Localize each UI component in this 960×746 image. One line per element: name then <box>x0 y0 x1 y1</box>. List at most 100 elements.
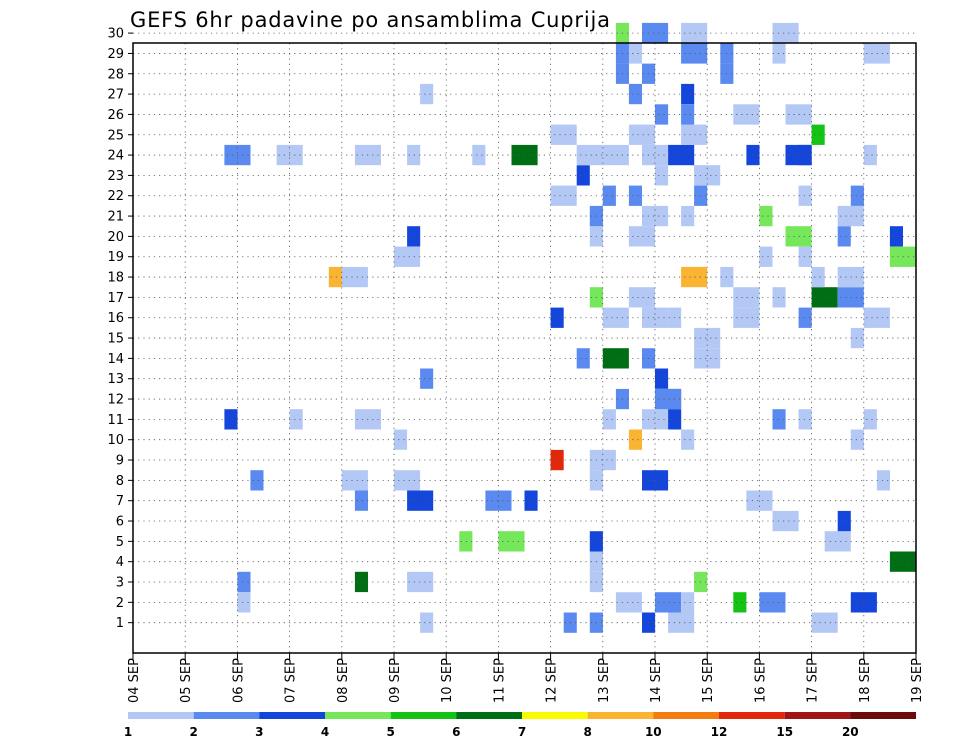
heat-cell <box>628 43 642 64</box>
y-tick-label: 25 <box>107 128 124 143</box>
heat-cell <box>668 612 695 633</box>
legend-swatch <box>522 712 588 719</box>
heat-cell <box>681 43 708 64</box>
heat-cell <box>628 226 655 247</box>
x-tick-label: 07 SEP <box>284 658 299 703</box>
x-tick-label: 09 SEP <box>388 658 403 703</box>
y-tick-label: 24 <box>107 149 124 164</box>
x-tick-label: 18 SEP <box>858 658 873 703</box>
y-tick-label: 14 <box>107 352 124 367</box>
heat-cell <box>407 144 421 166</box>
legend-label: 1 <box>124 725 132 739</box>
x-tick-label: 10 SEP <box>440 658 455 703</box>
heat-cell <box>224 409 238 430</box>
legend-label: 4 <box>321 725 329 739</box>
heat-cell <box>550 124 577 145</box>
heat-cell <box>655 104 669 125</box>
heat-cell <box>876 470 890 491</box>
heat-cell <box>850 327 864 349</box>
heat-cell <box>681 266 708 288</box>
y-tick-label: 12 <box>107 393 124 408</box>
y-tick-label: 27 <box>107 88 124 103</box>
heat-cell <box>550 307 564 328</box>
y-tick-label: 7 <box>116 494 124 509</box>
y-tick-label: 16 <box>107 311 124 326</box>
heat-cell <box>850 592 877 613</box>
heat-cell <box>772 409 786 430</box>
heat-cell <box>420 368 434 389</box>
heat-cell <box>655 368 669 389</box>
legend-label: 15 <box>776 725 793 739</box>
x-tick-label: 19 SEP <box>910 658 925 703</box>
heat-cell <box>341 470 368 491</box>
heat-cell <box>642 144 669 166</box>
legend-swatch <box>259 712 325 719</box>
heat-cell <box>250 470 264 491</box>
color-legend: 1 2 3 4 5 6 7 8 10 12 15 20 <box>124 712 916 739</box>
heat-cell <box>694 327 721 349</box>
y-tick-label: 22 <box>107 189 124 204</box>
heat-cell <box>615 592 642 613</box>
x-tick-label: 16 SEP <box>753 658 768 703</box>
heat-cell <box>628 83 642 105</box>
legend-label: 12 <box>711 725 728 739</box>
heat-cell <box>394 429 408 450</box>
heat-cell <box>602 409 616 430</box>
y-tick-label: 21 <box>107 210 124 225</box>
y-tick-label: 26 <box>107 108 124 123</box>
heat-cell <box>681 592 695 613</box>
heat-cell <box>602 144 629 166</box>
heat-cell <box>602 185 616 206</box>
heat-cell <box>354 571 368 593</box>
y-tick-label: 11 <box>107 413 124 428</box>
heat-cell <box>511 144 538 166</box>
y-tick-label: 10 <box>107 433 124 448</box>
y-tick-label: 4 <box>116 555 124 570</box>
heat-cell <box>628 185 642 206</box>
x-axis: 04 SEP 05 SEP 06 SEP 07 SEP 08 SEP 09 SEP 10 S… <box>127 653 925 703</box>
heat-cell <box>628 287 655 308</box>
heat-cell <box>759 592 786 613</box>
heat-cell <box>681 205 695 227</box>
heat-cell <box>576 144 603 166</box>
heat-cell <box>694 165 721 186</box>
y-tick-label: 28 <box>107 67 124 82</box>
chart-title: GEFS 6hr padavine po ansamblima Cuprija <box>130 8 611 32</box>
heat-cell <box>850 429 864 450</box>
heat-cell <box>681 124 708 145</box>
heat-cell <box>628 124 655 145</box>
y-tick-label: 17 <box>107 291 124 306</box>
legend-swatch <box>193 712 260 719</box>
heat-cell <box>772 22 799 44</box>
heat-cell <box>642 205 669 227</box>
legend-swatch <box>128 712 194 719</box>
heat-cell <box>394 246 421 267</box>
heat-cell <box>472 144 486 166</box>
heat-cell <box>681 83 695 105</box>
heat-cell <box>602 348 629 369</box>
legend-label: 20 <box>842 725 859 739</box>
x-tick-label: 17 SEP <box>806 658 821 703</box>
heat-cell <box>642 307 669 328</box>
y-axis: 1234567891011121314151617181920212223242… <box>107 27 133 631</box>
heat-cell <box>798 185 812 206</box>
plot-frame <box>132 42 917 654</box>
y-tick-label: 20 <box>107 230 124 245</box>
heat-cell <box>863 409 877 430</box>
heat-cell <box>668 144 695 166</box>
heat-cell <box>681 429 695 450</box>
heat-cell <box>407 226 421 247</box>
heat-cell <box>602 307 629 328</box>
legend-label: 3 <box>255 725 263 739</box>
y-tick-label: 29 <box>107 47 124 62</box>
heat-cell <box>655 165 669 186</box>
y-tick-label: 13 <box>107 372 124 387</box>
heat-cell <box>237 571 251 593</box>
heat-cell <box>289 409 303 430</box>
heat-cell <box>798 246 812 267</box>
legend-swatch <box>390 712 457 719</box>
heat-cell <box>759 205 773 227</box>
heat-cell <box>681 22 708 44</box>
